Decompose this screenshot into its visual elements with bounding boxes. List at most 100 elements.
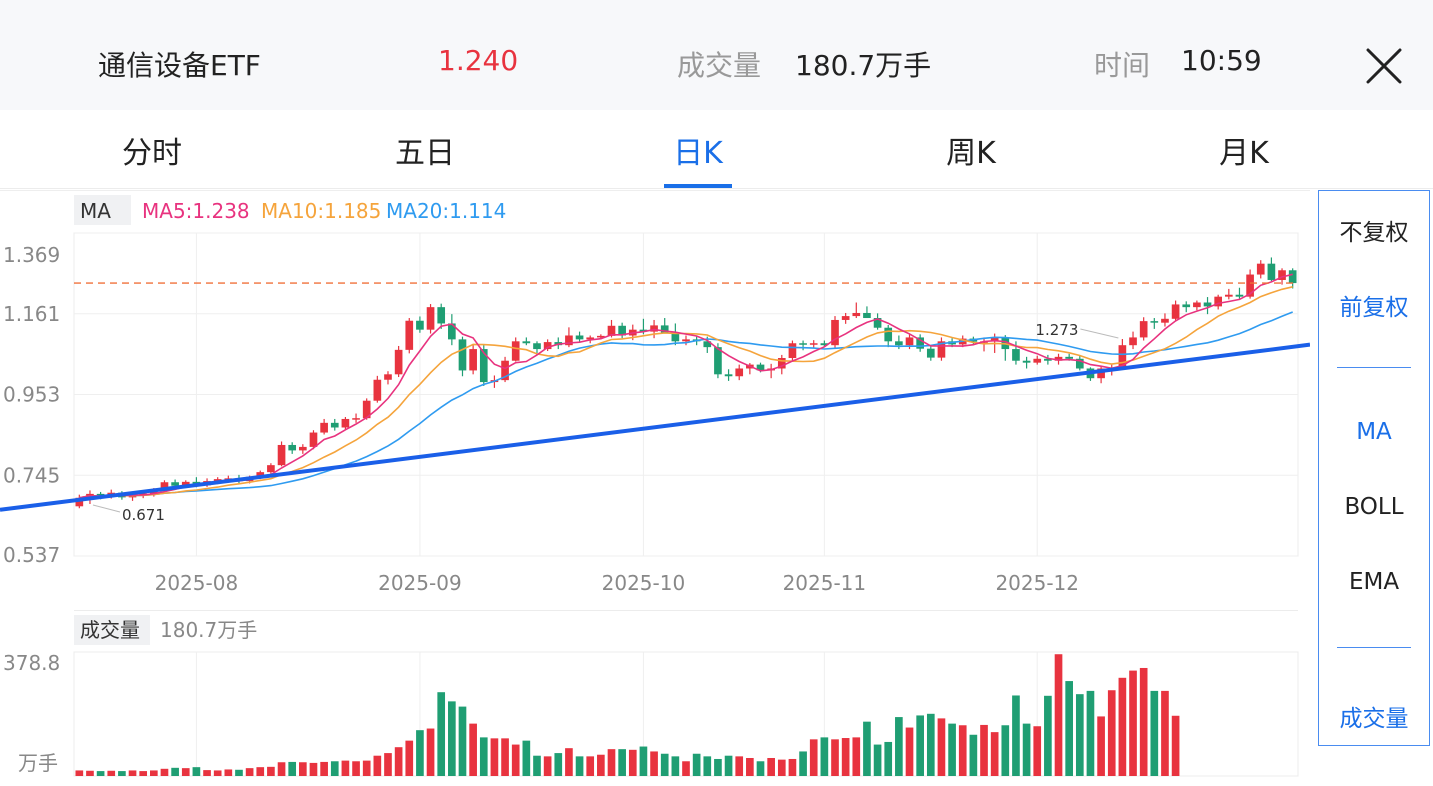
- tab-weekly-k[interactable]: 周K: [946, 136, 996, 171]
- volume-bar: [618, 749, 626, 776]
- tab-monthly-k[interactable]: 月K: [1219, 136, 1269, 171]
- candle-body: [256, 472, 265, 477]
- price-tick-label: 1.369: [3, 243, 60, 267]
- candle-body: [1193, 302, 1201, 308]
- candle-body: [650, 325, 658, 332]
- volume-indicator-option[interactable]: 成交量: [1339, 706, 1409, 732]
- date-tick-label: 2025-12: [995, 571, 1079, 595]
- volume-bar: [937, 718, 946, 776]
- ma-tag[interactable]: MA: [80, 199, 111, 223]
- volume-bar: [373, 755, 382, 776]
- candle-body: [1288, 270, 1297, 284]
- volume-panel-value: 180.7万手: [160, 618, 257, 642]
- volume-bar: [1171, 715, 1180, 776]
- volume-bar: [118, 771, 126, 776]
- candle-body: [1075, 358, 1084, 369]
- volume-bars: [75, 654, 1180, 776]
- candle-body: [884, 327, 893, 342]
- adjust-none-option[interactable]: 不复权: [1339, 220, 1409, 246]
- volume-max-label: 378.8: [3, 651, 60, 675]
- active-tab-indicator: [664, 184, 732, 188]
- candle-body: [597, 335, 605, 338]
- close-button[interactable]: [1362, 44, 1406, 88]
- time-value: 10:59: [1181, 44, 1262, 77]
- candle-body: [352, 418, 360, 420]
- candle-body: [330, 422, 339, 428]
- volume-bar: [575, 756, 584, 776]
- ma10-legend: MA10:1.185: [261, 199, 381, 223]
- volume-tag[interactable]: 成交量: [80, 618, 140, 642]
- indicator-side-menu: 不复权 前复权 MA BOLL EMA 成交量: [1318, 190, 1430, 746]
- tab-daily-k[interactable]: 日K: [673, 136, 723, 171]
- candle-body: [416, 320, 424, 330]
- volume-bar: [405, 740, 414, 776]
- volume-bar: [607, 749, 616, 776]
- candle-body: [1129, 337, 1137, 346]
- candle-body: [990, 337, 999, 342]
- candle-body: [1065, 356, 1073, 359]
- candle-body: [777, 358, 786, 369]
- volume-bar: [586, 756, 595, 776]
- volume-bar: [288, 761, 297, 776]
- candle-body: [511, 341, 520, 361]
- volume-unit-label: 万手: [18, 751, 58, 775]
- date-tick-label: 2025-11: [783, 571, 867, 595]
- candle-body: [1118, 345, 1127, 368]
- date-tick-label: 2025-10: [602, 571, 686, 595]
- volume-bar: [1139, 667, 1148, 776]
- volume-bar: [511, 744, 520, 776]
- volume-bar: [448, 701, 456, 776]
- ema-indicator-option[interactable]: EMA: [1348, 569, 1400, 595]
- volume-bar: [1107, 690, 1116, 776]
- volume-bar: [299, 762, 307, 776]
- volume-bar: [160, 768, 169, 776]
- volume-bar: [1097, 716, 1105, 776]
- candle-body: [171, 482, 179, 486]
- candle-body: [1150, 321, 1159, 323]
- candle-body: [1182, 304, 1191, 308]
- volume-bar: [1118, 677, 1127, 776]
- candle-body: [1278, 270, 1286, 280]
- volume-bar: [746, 757, 754, 776]
- time-label: 时间: [1094, 49, 1151, 82]
- volume-bar: [650, 751, 658, 776]
- ma-indicator-option[interactable]: MA: [1356, 419, 1392, 445]
- volume-bar: [128, 770, 137, 776]
- kline-chart[interactable]: MA MA5:1.238 MA10:1.185 MA20:1.114 1.369…: [0, 0, 1310, 786]
- candle-body: [809, 343, 818, 345]
- candle-body: [703, 341, 712, 348]
- adjust-forward-option[interactable]: 前复权: [1339, 295, 1409, 321]
- volume-bar: [820, 737, 829, 776]
- ma-legend: MA MA5:1.238 MA10:1.185 MA20:1.114: [74, 195, 506, 225]
- volume-bar: [416, 730, 424, 776]
- volume-bar: [479, 737, 488, 776]
- volume-bar: [426, 728, 435, 776]
- candle-body: [362, 400, 371, 419]
- candle-body: [575, 335, 584, 340]
- date-tick-label: 2025-08: [155, 571, 239, 595]
- volume-bar: [703, 756, 712, 776]
- candle-body: [873, 318, 882, 328]
- tab-five-day[interactable]: 五日: [395, 136, 455, 171]
- volume-bar: [149, 770, 158, 776]
- volume-bar: [990, 732, 999, 776]
- candle-body: [756, 364, 765, 371]
- candle-body: [1012, 349, 1020, 361]
- candle-body: [905, 337, 914, 346]
- candle-body: [309, 432, 318, 447]
- ma-tag-bg: [74, 195, 131, 225]
- candle-body: [1256, 263, 1265, 275]
- volume-bar: [384, 753, 392, 776]
- boll-indicator-option[interactable]: BOLL: [1344, 494, 1404, 520]
- candle-body: [1203, 302, 1212, 307]
- candle-body: [341, 418, 350, 428]
- low-annotation: 0.671: [122, 506, 165, 524]
- volume-bar: [958, 725, 967, 776]
- candle-body: [469, 349, 477, 371]
- volume-bar: [394, 747, 403, 776]
- volume-bar: [809, 739, 818, 776]
- candle-body: [1267, 263, 1276, 280]
- volume-bar: [490, 738, 499, 776]
- candle-body: [1097, 368, 1105, 379]
- tab-intraday[interactable]: 分时: [122, 136, 182, 171]
